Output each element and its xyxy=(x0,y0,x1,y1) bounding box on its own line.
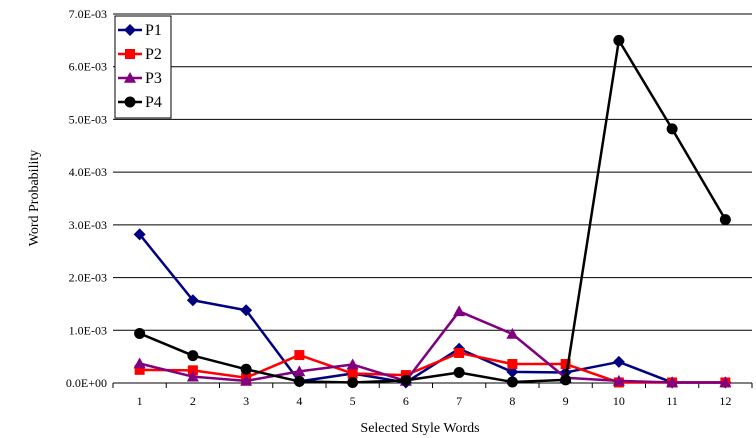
data-point xyxy=(134,327,146,339)
legend: P1 P2 P3 P4 xyxy=(114,15,172,119)
legend-label: P1 xyxy=(145,22,162,39)
x-axis xyxy=(112,382,753,388)
data-point xyxy=(346,358,359,370)
x-tick-label: 8 xyxy=(509,394,515,408)
x-tick-label: 9 xyxy=(563,394,569,408)
x-tick-labels: 1 2 3 4 5 6 7 8 9 10 11 12 xyxy=(137,394,732,408)
y-tick-label: 2.0E-03 xyxy=(69,271,107,285)
y-tick-labels: 0.0E+00 1.0E-03 2.0E-03 3.0E-03 4.0E-03 5.0E-… xyxy=(66,7,107,390)
data-point xyxy=(240,304,253,317)
legend-marker xyxy=(124,24,136,36)
data-point xyxy=(240,363,252,375)
x-tick-label: 6 xyxy=(403,394,409,408)
y-axis-label: Word Probability xyxy=(27,150,42,246)
data-point xyxy=(560,374,572,386)
x-tick-label: 1 xyxy=(137,394,143,408)
data-point xyxy=(666,376,679,388)
data-point xyxy=(560,359,571,370)
data-point xyxy=(187,350,199,362)
data-point xyxy=(293,375,305,387)
data-point xyxy=(400,374,412,386)
series-line xyxy=(139,39,727,384)
y-tick-label: 3.0E-03 xyxy=(69,218,107,232)
data-point xyxy=(506,327,519,339)
x-tick-label: 5 xyxy=(350,394,356,408)
y-tick-label: 0.0E+00 xyxy=(66,376,107,390)
data-point xyxy=(719,214,731,226)
y-tick-label: 4.0E-03 xyxy=(69,165,107,179)
data-point xyxy=(187,365,198,376)
data-point xyxy=(506,376,518,388)
x-tick-label: 3 xyxy=(243,394,249,408)
data-point xyxy=(133,228,146,241)
data-point xyxy=(240,374,253,386)
data-point xyxy=(507,359,518,370)
legend-entry: P4 xyxy=(118,94,162,111)
data-point xyxy=(454,347,465,358)
data-point xyxy=(612,355,625,368)
y-tick-label: 5.0E-03 xyxy=(69,112,107,126)
data-point xyxy=(293,365,306,377)
legend-entry: P2 xyxy=(118,46,162,63)
x-tick-label: 7 xyxy=(456,394,462,408)
x-tick-label: 10 xyxy=(613,394,625,408)
legend-marker xyxy=(124,72,136,83)
data-point xyxy=(133,357,146,369)
data-point xyxy=(186,294,199,307)
legend-label: P2 xyxy=(145,46,162,63)
data-point xyxy=(134,364,145,375)
data-point xyxy=(453,366,465,378)
x-tick-label: 4 xyxy=(296,394,302,408)
data-point xyxy=(613,34,625,46)
legend-entry: P3 xyxy=(118,70,162,87)
data-point xyxy=(666,123,678,135)
series-line xyxy=(138,233,726,384)
legend-marker xyxy=(125,49,135,59)
x-axis-label: Selected Style Words xyxy=(360,421,479,436)
y-tick-label: 1.0E-03 xyxy=(69,323,107,337)
series-line xyxy=(139,310,726,384)
x-tick-label: 12 xyxy=(719,394,731,408)
legend-label: P3 xyxy=(145,70,162,87)
data-point xyxy=(719,376,732,388)
legend-marker xyxy=(124,96,136,108)
data-point xyxy=(186,370,199,382)
legend-entry: P1 xyxy=(118,22,162,39)
data-point xyxy=(347,376,359,388)
y-tick-label: 6.0E-03 xyxy=(69,60,107,74)
x-tick-label: 11 xyxy=(666,394,678,408)
series-p4 xyxy=(134,34,731,388)
grid-lines xyxy=(113,13,752,384)
data-point xyxy=(612,374,625,386)
data-point xyxy=(453,305,466,317)
data-point xyxy=(347,368,358,379)
y-tick-label: 7.0E-03 xyxy=(69,7,107,21)
x-tick-label: 2 xyxy=(190,394,196,408)
legend-label: P4 xyxy=(145,94,162,111)
series-p3 xyxy=(133,305,732,388)
series-layer xyxy=(133,34,732,389)
series-line xyxy=(139,351,726,384)
data-point xyxy=(294,350,305,361)
